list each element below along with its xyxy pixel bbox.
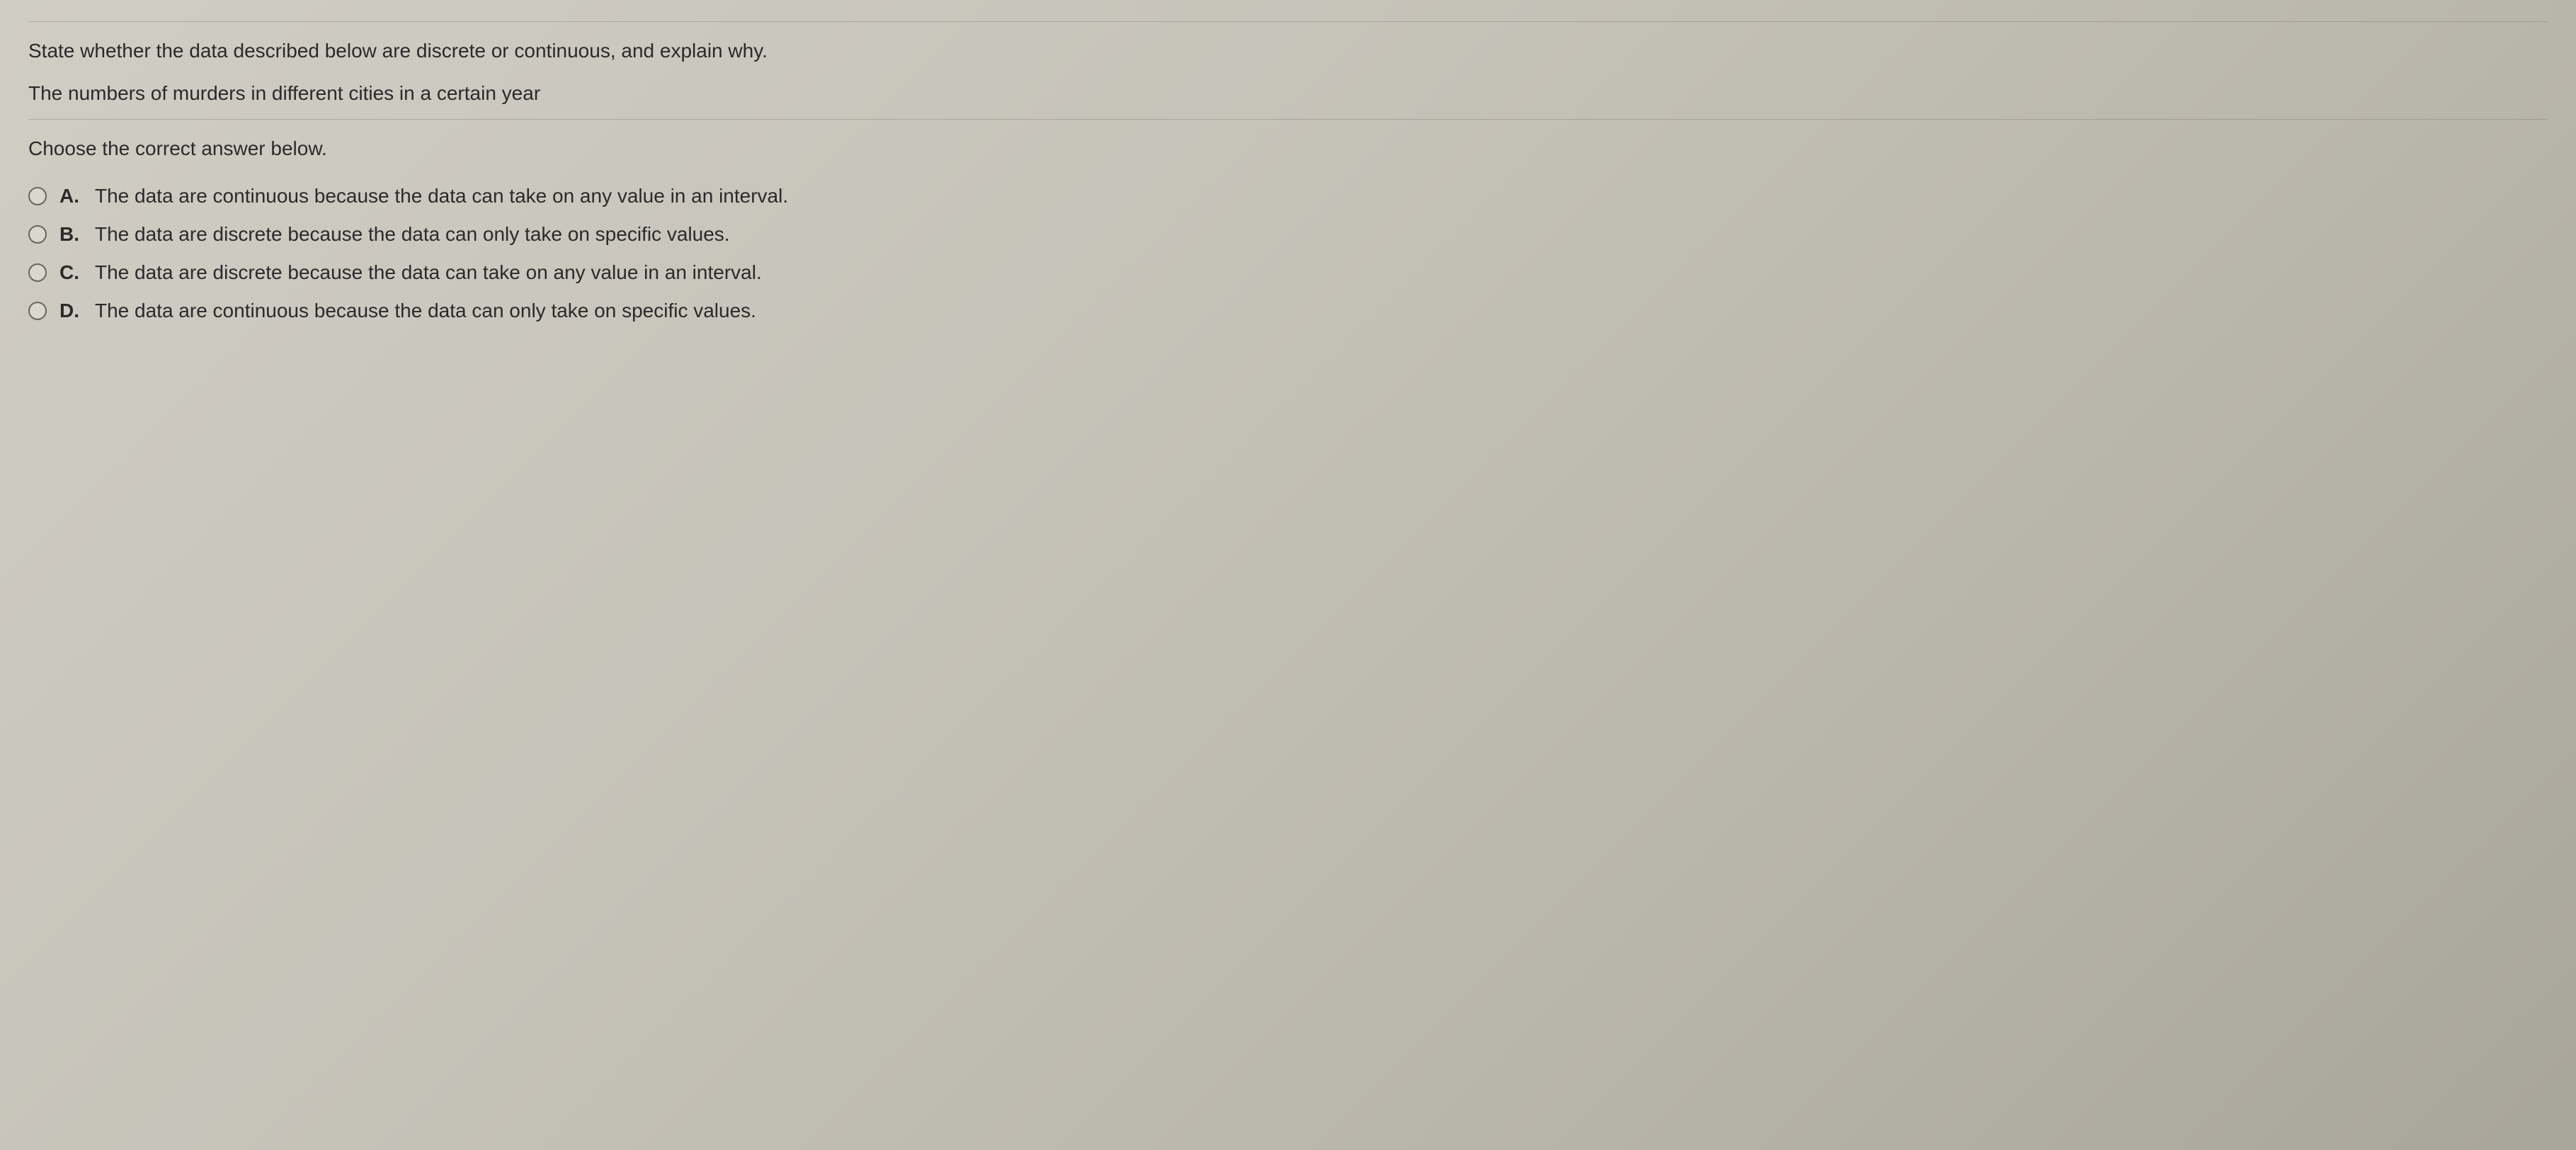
option-label-d: D. — [59, 300, 82, 322]
options-list: A. The data are continuous because the d… — [28, 185, 2548, 322]
option-text-c: The data are discrete because the data c… — [95, 261, 762, 284]
option-row-a: A. The data are continuous because the d… — [28, 185, 2548, 207]
option-label-b: B. — [59, 223, 82, 246]
question-container: State whether the data described below a… — [0, 0, 2576, 464]
question-detail: The numbers of murders in different citi… — [28, 82, 2548, 105]
option-text-a: The data are continuous because the data… — [95, 185, 788, 207]
radio-button-c[interactable] — [28, 263, 47, 282]
option-label-a: A. — [59, 185, 82, 207]
answer-instruction: Choose the correct answer below. — [28, 137, 2548, 160]
option-text-d: The data are continuous because the data… — [95, 300, 756, 322]
option-row-c: C. The data are discrete because the dat… — [28, 261, 2548, 284]
option-label-c: C. — [59, 261, 82, 284]
option-row-d: D. The data are continuous because the d… — [28, 300, 2548, 322]
radio-button-d[interactable] — [28, 302, 47, 320]
option-text-b: The data are discrete because the data c… — [95, 223, 730, 246]
mid-divider — [28, 119, 2548, 120]
question-prompt: State whether the data described below a… — [28, 40, 2548, 62]
option-row-b: B. The data are discrete because the dat… — [28, 223, 2548, 246]
radio-button-b[interactable] — [28, 225, 47, 244]
radio-button-a[interactable] — [28, 187, 47, 205]
top-divider — [28, 21, 2548, 22]
